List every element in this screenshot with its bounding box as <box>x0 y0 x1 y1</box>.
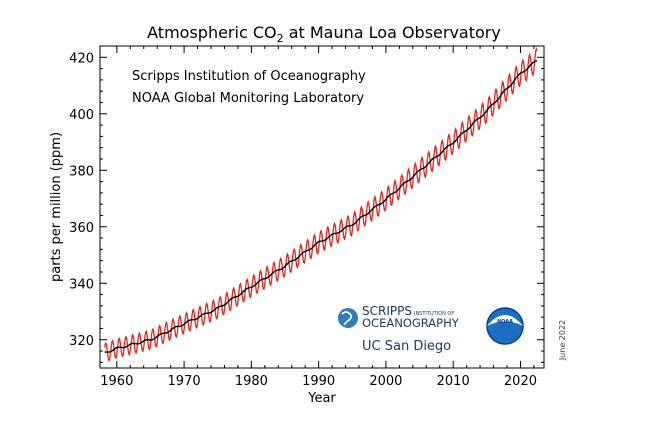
series-layer <box>104 47 538 362</box>
scripps-logo-line1-text: SCRIPPS <box>362 304 412 318</box>
scripps-logo: SCRIPPS INSTITUTION OF OCEANOGRAPHY <box>338 304 460 330</box>
trend-co2-line <box>104 60 538 353</box>
x-tick-label: 2000 <box>369 374 402 389</box>
scripps-globe-wave-icon <box>341 311 353 326</box>
y-tick-label: 320 <box>69 334 94 349</box>
chart-title-main: Atmospheric CO <box>147 23 276 42</box>
scripps-globe-icon <box>338 308 358 328</box>
y-axis-ticks: 320 340 360 380 400 420 <box>69 45 544 363</box>
x-tick-label: 1990 <box>302 374 335 389</box>
chart-title-rest: at Mauna Loa Observatory <box>284 23 501 42</box>
scripps-logo-line1: SCRIPPS INSTITUTION OF <box>362 304 454 318</box>
ucsd-logo-text: UC San Diego <box>362 339 451 354</box>
noaa-logo-text: NOAA <box>497 319 513 325</box>
x-axis-ticks: 1960 1970 1980 1990 2000 2010 2020 <box>100 46 537 389</box>
x-tick-label: 2020 <box>504 374 537 389</box>
x-tick-label: 1970 <box>168 374 201 389</box>
plot-frame <box>99 45 545 369</box>
y-tick-label: 420 <box>69 51 94 66</box>
noaa-seagull-icon <box>487 315 523 326</box>
x-tick-label: 2010 <box>437 374 470 389</box>
noaa-logo: NOAA <box>486 307 524 345</box>
y-tick-label: 400 <box>69 108 94 123</box>
y-tick-label: 340 <box>69 277 94 292</box>
chart-title-subscript: 2 <box>277 32 284 45</box>
y-tick-label: 360 <box>69 221 94 236</box>
credit-scripps: Scripps Institution of Oceanography <box>132 69 366 84</box>
y-axis-label: parts per million (ppm) <box>49 132 64 282</box>
x-tick-label: 1980 <box>235 374 268 389</box>
chart-title: Atmospheric CO2 at Mauna Loa Observatory <box>147 23 501 45</box>
monthly-co2-line <box>104 47 538 362</box>
x-tick-label: 1960 <box>100 374 133 389</box>
credit-noaa: NOAA Global Monitoring Laboratory <box>132 91 364 106</box>
y-tick-label: 380 <box>69 164 94 179</box>
date-note: June 2022 <box>558 320 567 361</box>
noaa-emblem-icon <box>486 307 524 345</box>
scripps-logo-line2: OCEANOGRAPHY <box>362 316 460 330</box>
x-axis-label: Year <box>307 391 336 406</box>
scripps-logo-line1-small: INSTITUTION OF <box>414 311 454 317</box>
